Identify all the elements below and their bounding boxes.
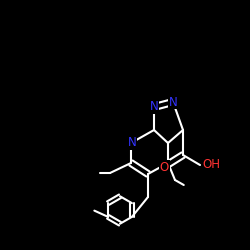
Text: N: N — [150, 100, 158, 114]
Text: N: N — [128, 136, 136, 149]
Text: OH: OH — [202, 158, 220, 172]
Text: N: N — [168, 96, 177, 108]
Text: O: O — [160, 161, 169, 174]
